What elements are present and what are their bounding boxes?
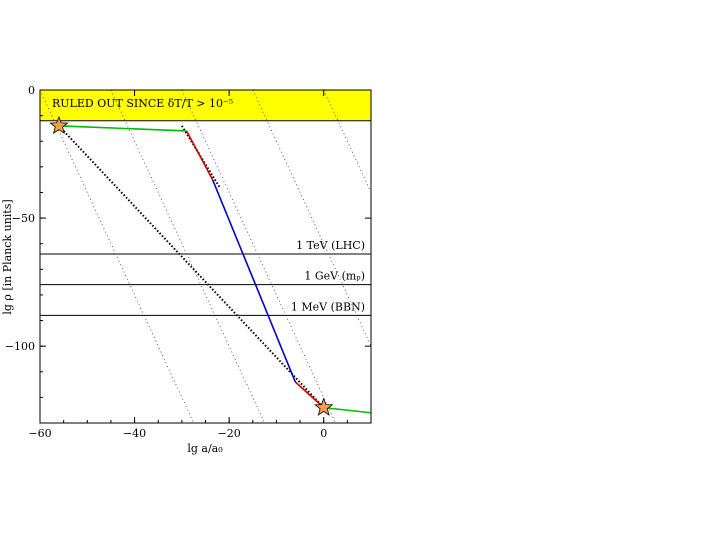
series-line [185,130,214,181]
star-marker [49,115,69,135]
x-axis-label: lg a/a₀ [187,442,223,455]
reference-level-label: 1 TeV (LHC) [296,239,365,252]
series-line [323,406,371,414]
x-tick-label: 0 [320,427,327,440]
series-line [294,381,325,409]
y-axis-ticks: 0 −50 −100 [5,84,371,424]
reference-levels: 1 TeV (LHC) 1 GeV (mₚ) 1 MeV (BBN) [40,120,371,316]
y-tick-label: −100 [5,340,35,353]
markers-group [49,115,334,416]
x-tick-label: −40 [123,427,146,440]
excluded-region-label: RULED OUT SINCE δT/T > 10⁻⁵ [52,97,233,110]
reference-level-label: 1 MeV (BBN) [291,300,365,313]
reference-level-label: 1 GeV (mₚ) [304,270,365,283]
y-axis-label: lg ρ [in Planck units] [1,199,14,314]
hatch-line [537,90,720,500]
hatch-line [678,90,720,500]
hatch-line [395,90,584,500]
series-line [211,179,297,383]
y-tick-label: 0 [28,84,35,97]
x-tick-label: −60 [28,427,51,440]
dotted-reference-line [58,125,325,409]
series-line [58,125,187,132]
x-tick-label: −20 [218,427,241,440]
star-marker [314,397,334,416]
excluded-region-band [40,90,371,121]
x-axis-ticks: −60 −40 −20 0 [28,90,372,440]
hatch-line [466,90,655,500]
plot-background [40,90,371,423]
y-tick-label: −50 [12,212,35,225]
hatch-line [607,90,720,500]
series-group [58,125,371,414]
